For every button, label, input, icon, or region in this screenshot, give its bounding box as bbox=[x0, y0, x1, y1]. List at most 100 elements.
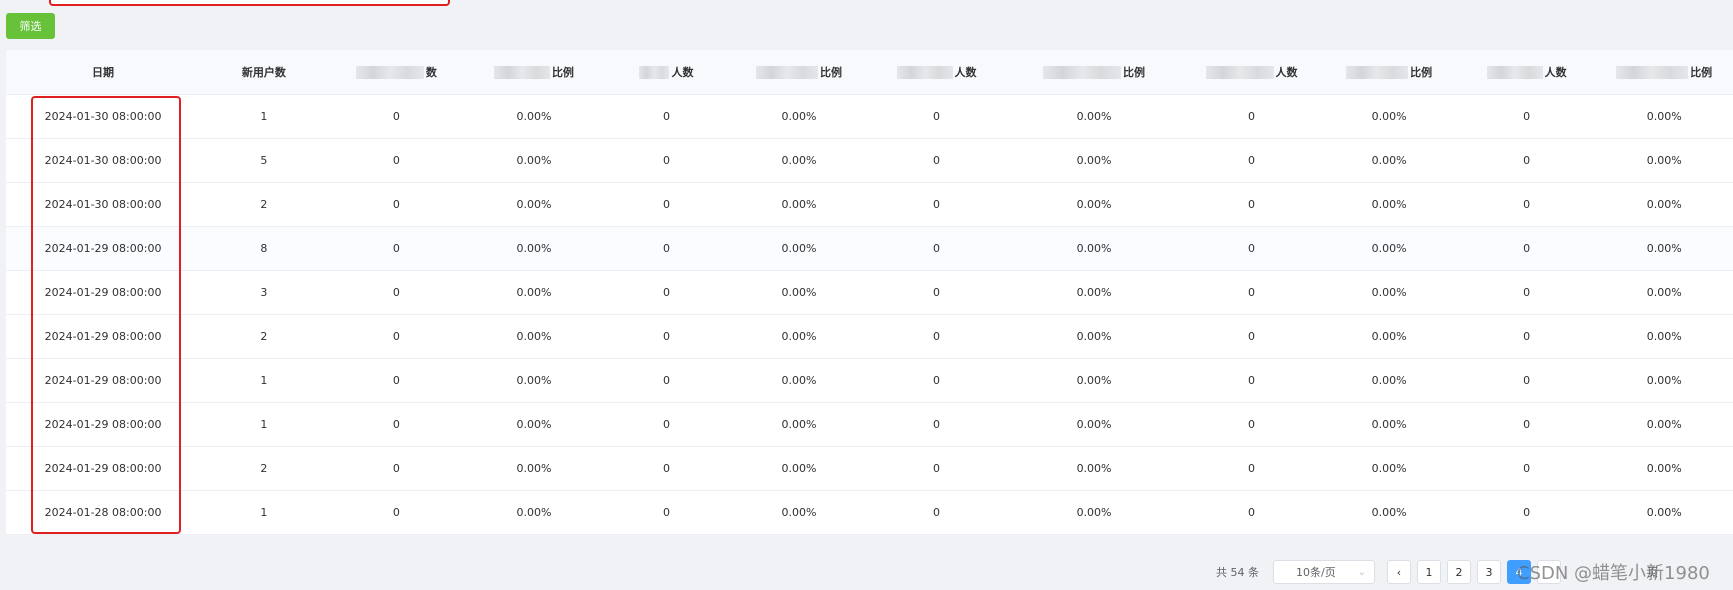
table-cell: 0 bbox=[867, 358, 1006, 403]
table-cell: 0 bbox=[1457, 270, 1596, 315]
table-cell: 0.00% bbox=[730, 138, 868, 183]
table-cell: 1 bbox=[200, 94, 328, 139]
redacted-text bbox=[1616, 66, 1689, 80]
table-cell: 0.00% bbox=[465, 182, 603, 227]
table-cell: 2 bbox=[200, 314, 328, 359]
table-cell: 0 bbox=[1457, 182, 1596, 227]
table-cell: 0.00% bbox=[1005, 314, 1183, 359]
date-cell: 2024-01-29 08:00:00 bbox=[6, 314, 201, 359]
column-header-label: 比例 bbox=[1690, 65, 1713, 79]
pagination-total: 共 54 条 bbox=[1216, 566, 1259, 579]
table-cell: 0 bbox=[327, 402, 466, 447]
column-header-label: 数 bbox=[425, 65, 437, 79]
column-header-label: 人数 bbox=[954, 65, 977, 79]
table-cell: 0 bbox=[1182, 226, 1321, 271]
redacted-text bbox=[1043, 66, 1122, 80]
table-cell: 0 bbox=[867, 270, 1006, 315]
page-size-value: 10条/页 bbox=[1296, 566, 1336, 579]
table-cell: 0.00% bbox=[1005, 446, 1183, 491]
page-button-1[interactable]: 1 bbox=[1417, 560, 1441, 584]
redacted-text bbox=[756, 66, 819, 80]
column-header: 比例 bbox=[1005, 50, 1183, 95]
page-button-2[interactable]: 2 bbox=[1447, 560, 1471, 584]
table-cell: 0.00% bbox=[730, 94, 868, 139]
table-cell: 0 bbox=[327, 94, 466, 139]
table-cell: 0 bbox=[1457, 358, 1596, 403]
table-cell: 0 bbox=[602, 270, 731, 315]
table-row: 2024-01-30 08:00:00 1 0 0.00% 0 0.00% 0 0.00% 0 0… bbox=[6, 94, 1733, 139]
redacted-text bbox=[355, 66, 424, 80]
column-header-label: 日期 bbox=[92, 65, 115, 79]
pagination-jump-suffix: 页 bbox=[1647, 566, 1658, 579]
table-cell: 0 bbox=[327, 446, 466, 491]
prev-page-button[interactable]: ‹ bbox=[1387, 560, 1411, 584]
table-cell: 5 bbox=[200, 138, 328, 183]
table-cell: 0 bbox=[1182, 402, 1321, 447]
table-cell: 0.00% bbox=[1005, 138, 1183, 183]
table-cell: 0.00% bbox=[730, 446, 868, 491]
table-cell: 0 bbox=[1457, 490, 1596, 535]
table-cell: 0.00% bbox=[465, 358, 603, 403]
table-cell: 0 bbox=[867, 402, 1006, 447]
table-cell: 0 bbox=[1457, 446, 1596, 491]
column-header-label: 人数 bbox=[671, 65, 694, 79]
table-cell: 0.00% bbox=[730, 182, 868, 227]
table-cell: 1 bbox=[200, 358, 328, 403]
table-cell: 0 bbox=[327, 490, 466, 535]
pagination: 共 54 条 10条/页 ⌄ ‹ 1 2 3 4 页 bbox=[1216, 560, 1658, 584]
filter-button[interactable]: 筛选 bbox=[6, 13, 55, 39]
table-cell: 3 bbox=[200, 270, 328, 315]
table-cell: 0 bbox=[1182, 94, 1321, 139]
date-cell: 2024-01-30 08:00:00 bbox=[6, 182, 201, 227]
table-cell: 0.00% bbox=[465, 402, 603, 447]
table-cell: 0 bbox=[327, 314, 466, 359]
table-cell: 0 bbox=[327, 182, 466, 227]
table-cell: 0 bbox=[1182, 490, 1321, 535]
column-header-label: 人数 bbox=[1544, 65, 1567, 79]
table-cell: 0 bbox=[1182, 270, 1321, 315]
table-header-row: 日期 新用户数 数 比例 人数 比例 人数 比例 人数 比例 人数 比例 bbox=[6, 50, 1733, 95]
column-header: 人数 bbox=[1182, 50, 1321, 95]
page-size-select[interactable]: 10条/页 ⌄ bbox=[1273, 560, 1375, 584]
date-cell: 2024-01-28 08:00:00 bbox=[6, 490, 201, 535]
table-cell: 0.00% bbox=[465, 446, 603, 491]
table-cell: 0 bbox=[1457, 314, 1596, 359]
table-cell: 2 bbox=[200, 446, 328, 491]
table-cell: 0.00% bbox=[1595, 182, 1733, 227]
next-page-button[interactable] bbox=[1537, 560, 1561, 584]
column-header-label: 新用户数 bbox=[241, 65, 286, 79]
table-cell: 0 bbox=[602, 182, 731, 227]
table-cell: 0.00% bbox=[465, 138, 603, 183]
column-header: 比例 bbox=[1595, 50, 1733, 95]
table-cell: 0.00% bbox=[1595, 446, 1733, 491]
table-row: 2024-01-29 08:00:00 3 0 0.00% 0 0.00% 0 0.00% 0 0… bbox=[6, 270, 1733, 315]
table-cell: 0.00% bbox=[465, 314, 603, 359]
column-header-label: 比例 bbox=[1410, 65, 1433, 79]
table-cell: 0.00% bbox=[465, 94, 603, 139]
table-cell: 0 bbox=[602, 490, 731, 535]
column-header: 比例 bbox=[465, 50, 603, 95]
date-cell: 2024-01-29 08:00:00 bbox=[6, 270, 201, 315]
table-cell: 0.00% bbox=[1320, 314, 1458, 359]
table-cell: 0.00% bbox=[1320, 446, 1458, 491]
filter-input[interactable] bbox=[49, 0, 450, 6]
table-cell: 2 bbox=[200, 182, 328, 227]
table-cell: 0.00% bbox=[465, 270, 603, 315]
data-table: 日期 新用户数 数 比例 人数 比例 人数 比例 人数 比例 人数 比例 2024-01-30 08:… bbox=[6, 50, 1733, 535]
table-cell: 0 bbox=[602, 402, 731, 447]
column-header: 比例 bbox=[730, 50, 868, 95]
table-cell: 0.00% bbox=[1005, 94, 1183, 139]
page-button-3[interactable]: 3 bbox=[1477, 560, 1501, 584]
table-cell: 0 bbox=[1182, 358, 1321, 403]
page-button-current[interactable]: 4 bbox=[1507, 560, 1531, 584]
date-cell: 2024-01-29 08:00:00 bbox=[6, 446, 201, 491]
table-cell: 0.00% bbox=[730, 226, 868, 271]
table-cell: 0.00% bbox=[1595, 358, 1733, 403]
column-header: 人数 bbox=[867, 50, 1006, 95]
table-cell: 0.00% bbox=[1005, 182, 1183, 227]
table-cell: 0 bbox=[867, 226, 1006, 271]
date-cell: 2024-01-29 08:00:00 bbox=[6, 402, 201, 447]
table-cell: 0.00% bbox=[730, 358, 868, 403]
table-cell: 0.00% bbox=[1005, 402, 1183, 447]
